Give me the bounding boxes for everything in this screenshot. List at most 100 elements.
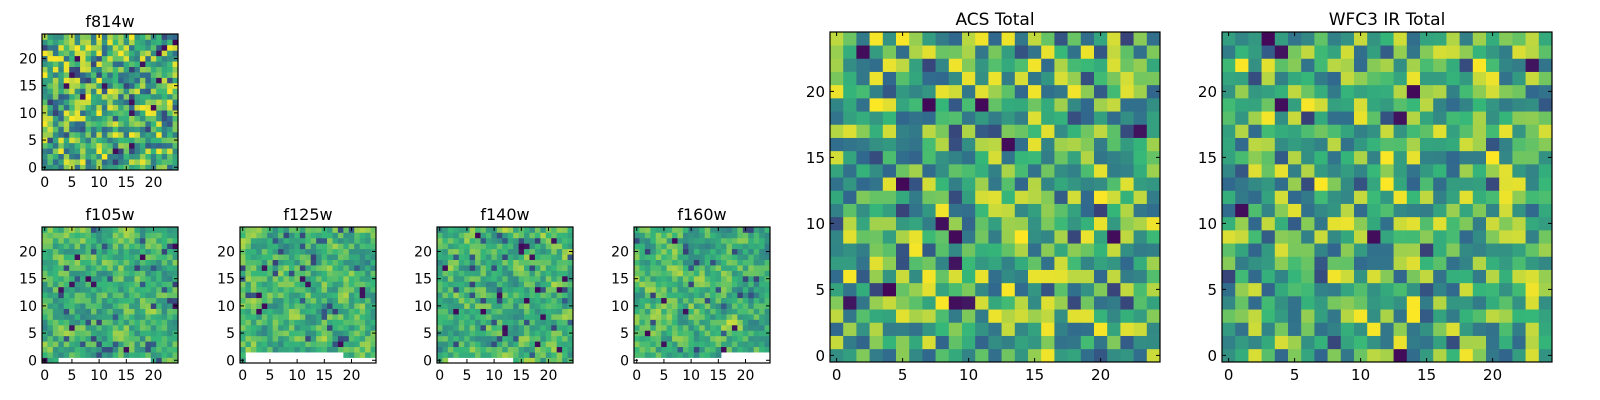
heatmap-cell <box>655 265 662 271</box>
heatmap-cell <box>1433 348 1447 363</box>
heatmap-cell <box>145 93 152 100</box>
heatmap-cell <box>1235 124 1249 138</box>
heatmap-cell <box>464 270 470 277</box>
heatmap-cell <box>359 335 366 342</box>
heatmap-cell <box>655 324 662 331</box>
heatmap-cell <box>1235 309 1249 323</box>
heatmap-cell <box>139 243 146 250</box>
heatmap-cell <box>1133 309 1148 323</box>
heatmap-cell <box>922 216 936 231</box>
heatmap-cell <box>672 259 678 266</box>
heatmap-cell <box>261 335 268 342</box>
heatmap-cell <box>278 281 284 288</box>
heatmap-cell <box>896 309 910 323</box>
heatmap-cell <box>962 98 976 112</box>
heatmap-cell <box>332 308 339 315</box>
heatmap-cell <box>74 88 81 95</box>
heatmap-cell <box>704 265 711 271</box>
heatmap-cell <box>299 319 306 326</box>
heatmap-cell <box>1133 335 1148 350</box>
heatmap-cell <box>556 341 563 348</box>
heatmap-cell <box>123 131 130 138</box>
heatmap-cell <box>337 346 344 353</box>
heatmap-cell <box>1014 190 1029 204</box>
heatmap-cell <box>365 314 371 320</box>
heatmap-cell <box>764 232 771 239</box>
heatmap-cell <box>1446 58 1460 72</box>
heatmap-cell <box>1406 84 1421 99</box>
heatmap-cell <box>1107 296 1121 310</box>
heatmap-cell <box>327 259 333 266</box>
heatmap-cell <box>150 270 157 277</box>
heatmap-cell <box>704 227 711 233</box>
heatmap-cell <box>742 243 749 250</box>
heatmap-cell <box>1525 282 1540 297</box>
heatmap-cell <box>753 254 760 260</box>
heatmap-cell <box>172 243 179 250</box>
heatmap-cell <box>90 50 97 57</box>
heatmap-cell <box>491 281 498 288</box>
heatmap-cell <box>321 254 328 260</box>
heatmap-cell <box>294 243 301 250</box>
heatmap-cell <box>1067 58 1082 72</box>
heatmap-cell <box>882 32 897 46</box>
heatmap-cell <box>1261 190 1276 204</box>
heatmap-cell <box>123 137 130 144</box>
heatmap-cell <box>299 227 306 233</box>
heatmap-cell <box>167 137 173 144</box>
heatmap-cell <box>332 341 339 348</box>
heatmap-cell <box>123 248 130 255</box>
x-tick-label: 10 <box>485 368 503 384</box>
heatmap-cell <box>85 303 92 309</box>
heatmap-cell <box>1107 58 1121 72</box>
heatmap-cell <box>134 352 141 358</box>
heatmap-cell <box>935 45 950 59</box>
heatmap-cell <box>52 88 59 95</box>
heatmap-cell <box>882 71 897 86</box>
heatmap-cell <box>759 330 765 337</box>
heatmap-cell <box>118 281 124 288</box>
heatmap-cell <box>47 265 54 271</box>
heatmap-cell <box>42 66 48 73</box>
heatmap-cell <box>63 77 70 84</box>
heatmap-cell <box>524 308 530 315</box>
heatmap-cell <box>134 308 141 315</box>
heatmap-cell <box>365 232 371 239</box>
heatmap-cell <box>134 77 141 84</box>
heatmap-cell <box>74 148 81 155</box>
heatmap-cell <box>1486 190 1500 204</box>
heatmap-cell <box>753 297 760 304</box>
heatmap-cell <box>1354 45 1368 59</box>
heatmap-cell <box>666 286 673 293</box>
heatmap-cell <box>354 281 361 288</box>
heatmap-cell <box>710 270 716 277</box>
heatmap-cell <box>496 270 503 277</box>
heatmap-cell <box>63 72 70 78</box>
heatmap-cell <box>710 330 716 337</box>
heatmap-cell <box>666 335 673 342</box>
heatmap-cell <box>1538 32 1553 46</box>
heatmap-cell <box>726 265 733 271</box>
heatmap-cell <box>737 265 744 271</box>
heatmap-cell <box>962 216 976 231</box>
heatmap-cell <box>710 308 716 315</box>
x-tick-label: 20 <box>1483 366 1502 384</box>
heatmap-cell <box>748 286 755 293</box>
heatmap-cell <box>107 292 114 299</box>
heatmap-cell <box>529 308 536 315</box>
heatmap-cell <box>145 324 152 331</box>
heatmap-cell <box>90 148 97 155</box>
heatmap-cell <box>310 254 317 260</box>
heatmap-cell <box>85 281 92 288</box>
heatmap-cell <box>1420 177 1434 191</box>
heatmap-cell <box>101 137 108 144</box>
heatmap-cell <box>909 269 923 284</box>
heatmap-cell <box>118 303 124 309</box>
heatmap-cell <box>52 77 59 84</box>
heatmap-cell <box>715 319 722 326</box>
heatmap-cell <box>1486 177 1500 191</box>
heatmap-cell <box>507 259 514 266</box>
heatmap-cell <box>85 121 92 127</box>
heatmap-cell <box>856 335 870 350</box>
heatmap-cell <box>101 308 108 315</box>
